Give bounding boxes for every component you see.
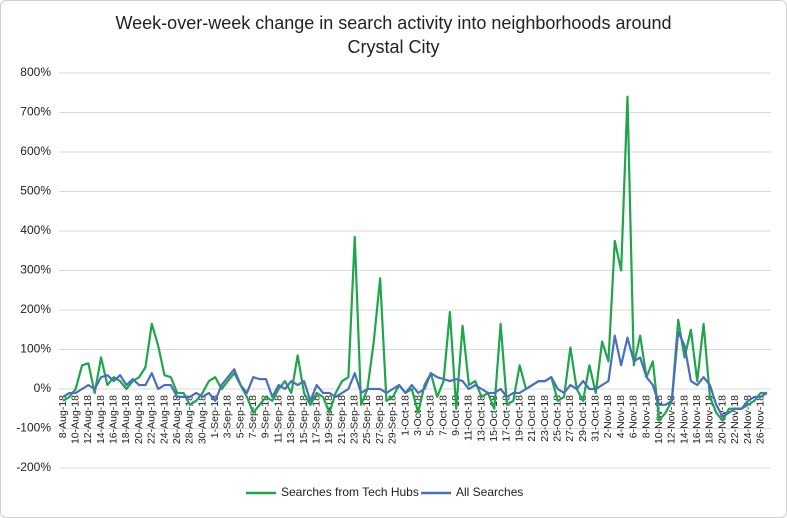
y-tick-label: 800% — [20, 65, 51, 79]
x-tick-label: 18-Aug-18 — [120, 395, 132, 444]
x-tick-label: 7-Oct-18 — [437, 395, 449, 436]
x-tick-label: 10-Aug-18 — [69, 395, 81, 444]
x-tick-label: 18-Nov-18 — [704, 395, 716, 444]
y-tick-label: -100% — [16, 421, 51, 435]
x-tick-label: 15-Sep-18 — [298, 395, 310, 444]
x-tick-label: 11-Oct-18 — [463, 395, 475, 441]
x-tick-label: 13-Sep-18 — [285, 395, 297, 444]
y-tick-label: 300% — [20, 263, 51, 277]
x-tick-label: 21-Oct-18 — [526, 395, 538, 442]
x-tick-label: 11-Sep-18 — [272, 395, 284, 443]
x-tick-label: 16-Nov-18 — [691, 395, 703, 444]
x-tick-label: 24-Aug-18 — [158, 395, 170, 444]
y-tick-label: 600% — [20, 144, 51, 158]
x-tick-label: 4-Nov-18 — [615, 395, 627, 438]
x-tick-label: 23-Sep-18 — [349, 395, 361, 444]
x-tick-label: 16-Aug-18 — [108, 395, 120, 444]
x-tick-label: 13-Oct-18 — [475, 395, 487, 442]
x-tick-label: 25-Sep-18 — [361, 395, 373, 444]
x-tick-label: 8-Aug-18 — [57, 395, 69, 438]
legend-label: Searches from Tech Hubs — [281, 485, 419, 499]
y-tick-label: 500% — [20, 184, 51, 198]
y-tick-label: 700% — [20, 105, 51, 119]
x-tick-label: 14-Aug-18 — [95, 395, 107, 444]
x-tick-label: 22-Aug-18 — [146, 395, 158, 444]
x-tick-label: 9-Sep-18 — [260, 395, 272, 438]
x-tick-label: 27-Sep-18 — [374, 395, 386, 444]
x-tick-label: 22-Nov-18 — [729, 395, 741, 444]
x-tick-label: 6-Nov-18 — [628, 395, 640, 438]
x-tick-label: 5-Sep-18 — [234, 395, 246, 438]
y-tick-label: 200% — [20, 302, 51, 316]
x-tick-label: 30-Aug-18 — [196, 395, 208, 444]
y-tick-label: 100% — [20, 342, 51, 356]
x-tick-label: 17-Sep-18 — [310, 395, 322, 444]
x-tick-label: 9-Oct-18 — [450, 395, 462, 436]
legend-label: All Searches — [456, 485, 523, 499]
x-tick-label: 29-Sep-18 — [387, 395, 399, 444]
y-tick-label: 400% — [20, 223, 51, 237]
x-tick-label: 28-Aug-18 — [184, 395, 196, 444]
x-tick-label: 27-Oct-18 — [564, 395, 576, 442]
x-tick-label: 12-Aug-18 — [82, 395, 94, 444]
x-tick-label: 1-Sep-18 — [209, 395, 221, 438]
x-tick-label: 31-Oct-18 — [590, 395, 602, 442]
x-tick-label: 3-Sep-18 — [222, 395, 234, 438]
x-tick-label: 17-Oct-18 — [501, 395, 513, 442]
x-tick-label: 8-Nov-18 — [640, 395, 652, 438]
x-tick-label: 3-Oct-18 — [412, 395, 424, 436]
x-tick-label: 2-Nov-18 — [602, 395, 614, 438]
x-tick-label: 26-Nov-18 — [754, 395, 766, 444]
x-tick-label: 23-Oct-18 — [539, 395, 551, 442]
x-tick-label: 21-Sep-18 — [336, 395, 348, 444]
x-tick-label: 20-Aug-18 — [133, 395, 145, 444]
x-tick-label: 26-Aug-18 — [171, 395, 183, 444]
x-tick-label: 5-Oct-18 — [425, 395, 437, 436]
y-tick-label: 0% — [34, 381, 52, 395]
series-line — [62, 330, 768, 418]
y-tick-label: -200% — [16, 460, 51, 474]
x-tick-label: 25-Oct-18 — [551, 395, 563, 442]
chart-title: Week-over-week change in search activity… — [115, 13, 672, 57]
x-tick-label: 19-Oct-18 — [513, 395, 525, 442]
x-tick-label: 15-Oct-18 — [488, 395, 500, 442]
x-tick-label: 29-Oct-18 — [577, 395, 589, 442]
series-line — [62, 95, 767, 422]
x-tick-label: 14-Nov-18 — [678, 395, 690, 444]
x-tick-label: 1-Oct-18 — [399, 395, 411, 436]
